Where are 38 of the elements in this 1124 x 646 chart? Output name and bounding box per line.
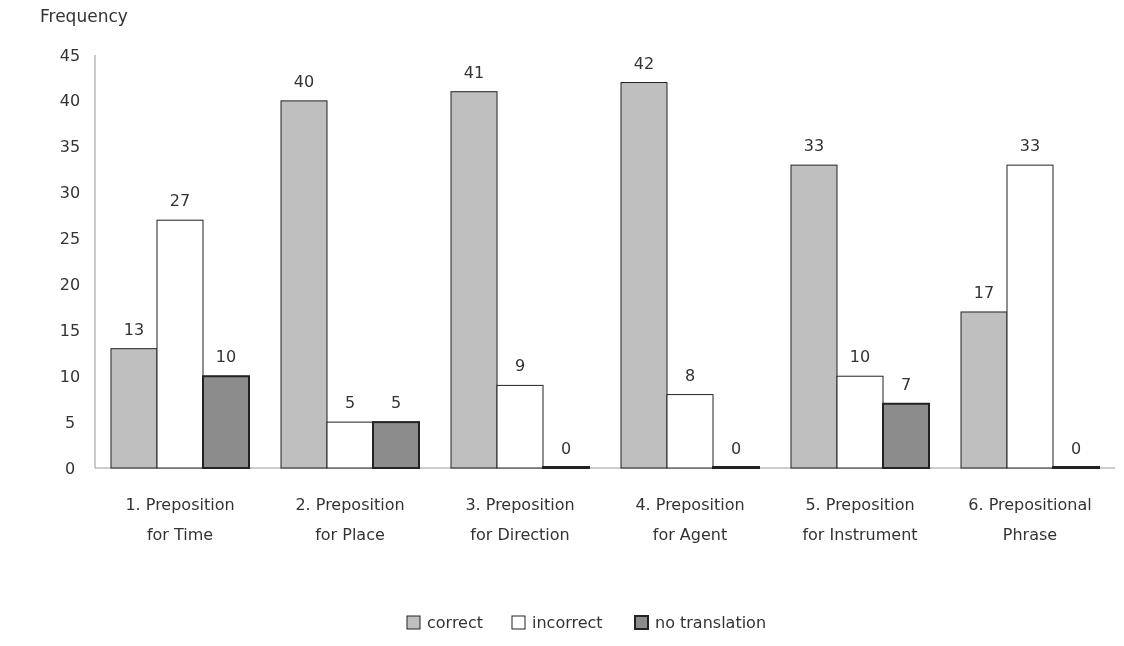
legend-label: no translation xyxy=(655,613,767,632)
data-label: 17 xyxy=(973,282,995,302)
y-tick-label: 45 xyxy=(59,45,81,65)
y-tick-label: 40 xyxy=(59,91,81,111)
data-label: 40 xyxy=(293,71,315,91)
y-tick-label: 5 xyxy=(64,412,76,432)
data-label: 0 xyxy=(730,439,742,458)
x-tick-label: 5. Preposition for Instrument xyxy=(802,495,918,544)
data-label: 42 xyxy=(633,53,655,73)
y-tick-label: 0 xyxy=(64,458,76,478)
y-tick-label: 20 xyxy=(59,275,81,295)
data-label: 41 xyxy=(463,62,485,82)
data-label: 0 xyxy=(560,439,572,458)
data-label: 27 xyxy=(169,191,191,211)
y-tick-label: 10 xyxy=(59,366,81,386)
x-tick-label: 3. Preposition for Direction xyxy=(465,495,575,544)
data-label: 10 xyxy=(849,347,871,367)
data-label: 9 xyxy=(514,356,526,376)
y-tick-label: 15 xyxy=(59,320,81,340)
legend-label: incorrect xyxy=(532,613,603,632)
data-label: 10 xyxy=(215,347,237,367)
data-label: 33 xyxy=(803,136,825,156)
x-tick-label: 1. Preposition for Time xyxy=(125,495,235,544)
legend-label: correct xyxy=(427,613,484,632)
y-axis-title: Frequency xyxy=(40,6,128,26)
data-label: 5 xyxy=(390,393,402,413)
data-label: 7 xyxy=(900,374,912,394)
data-label: 33 xyxy=(1019,136,1041,156)
data-label: 13 xyxy=(123,319,145,339)
x-tick-label: 6. Prepositional Phrase xyxy=(968,495,1092,544)
x-tick-label: 4. Preposition for Agent xyxy=(635,495,745,544)
y-tick-label: 35 xyxy=(59,137,81,157)
data-label: 8 xyxy=(684,365,696,385)
data-label: 0 xyxy=(1070,439,1082,458)
x-tick-label: 2. Preposition for Place xyxy=(295,495,405,544)
y-tick-label: 25 xyxy=(59,229,81,249)
y-tick-label: 30 xyxy=(59,183,81,203)
data-label: 5 xyxy=(344,393,356,413)
